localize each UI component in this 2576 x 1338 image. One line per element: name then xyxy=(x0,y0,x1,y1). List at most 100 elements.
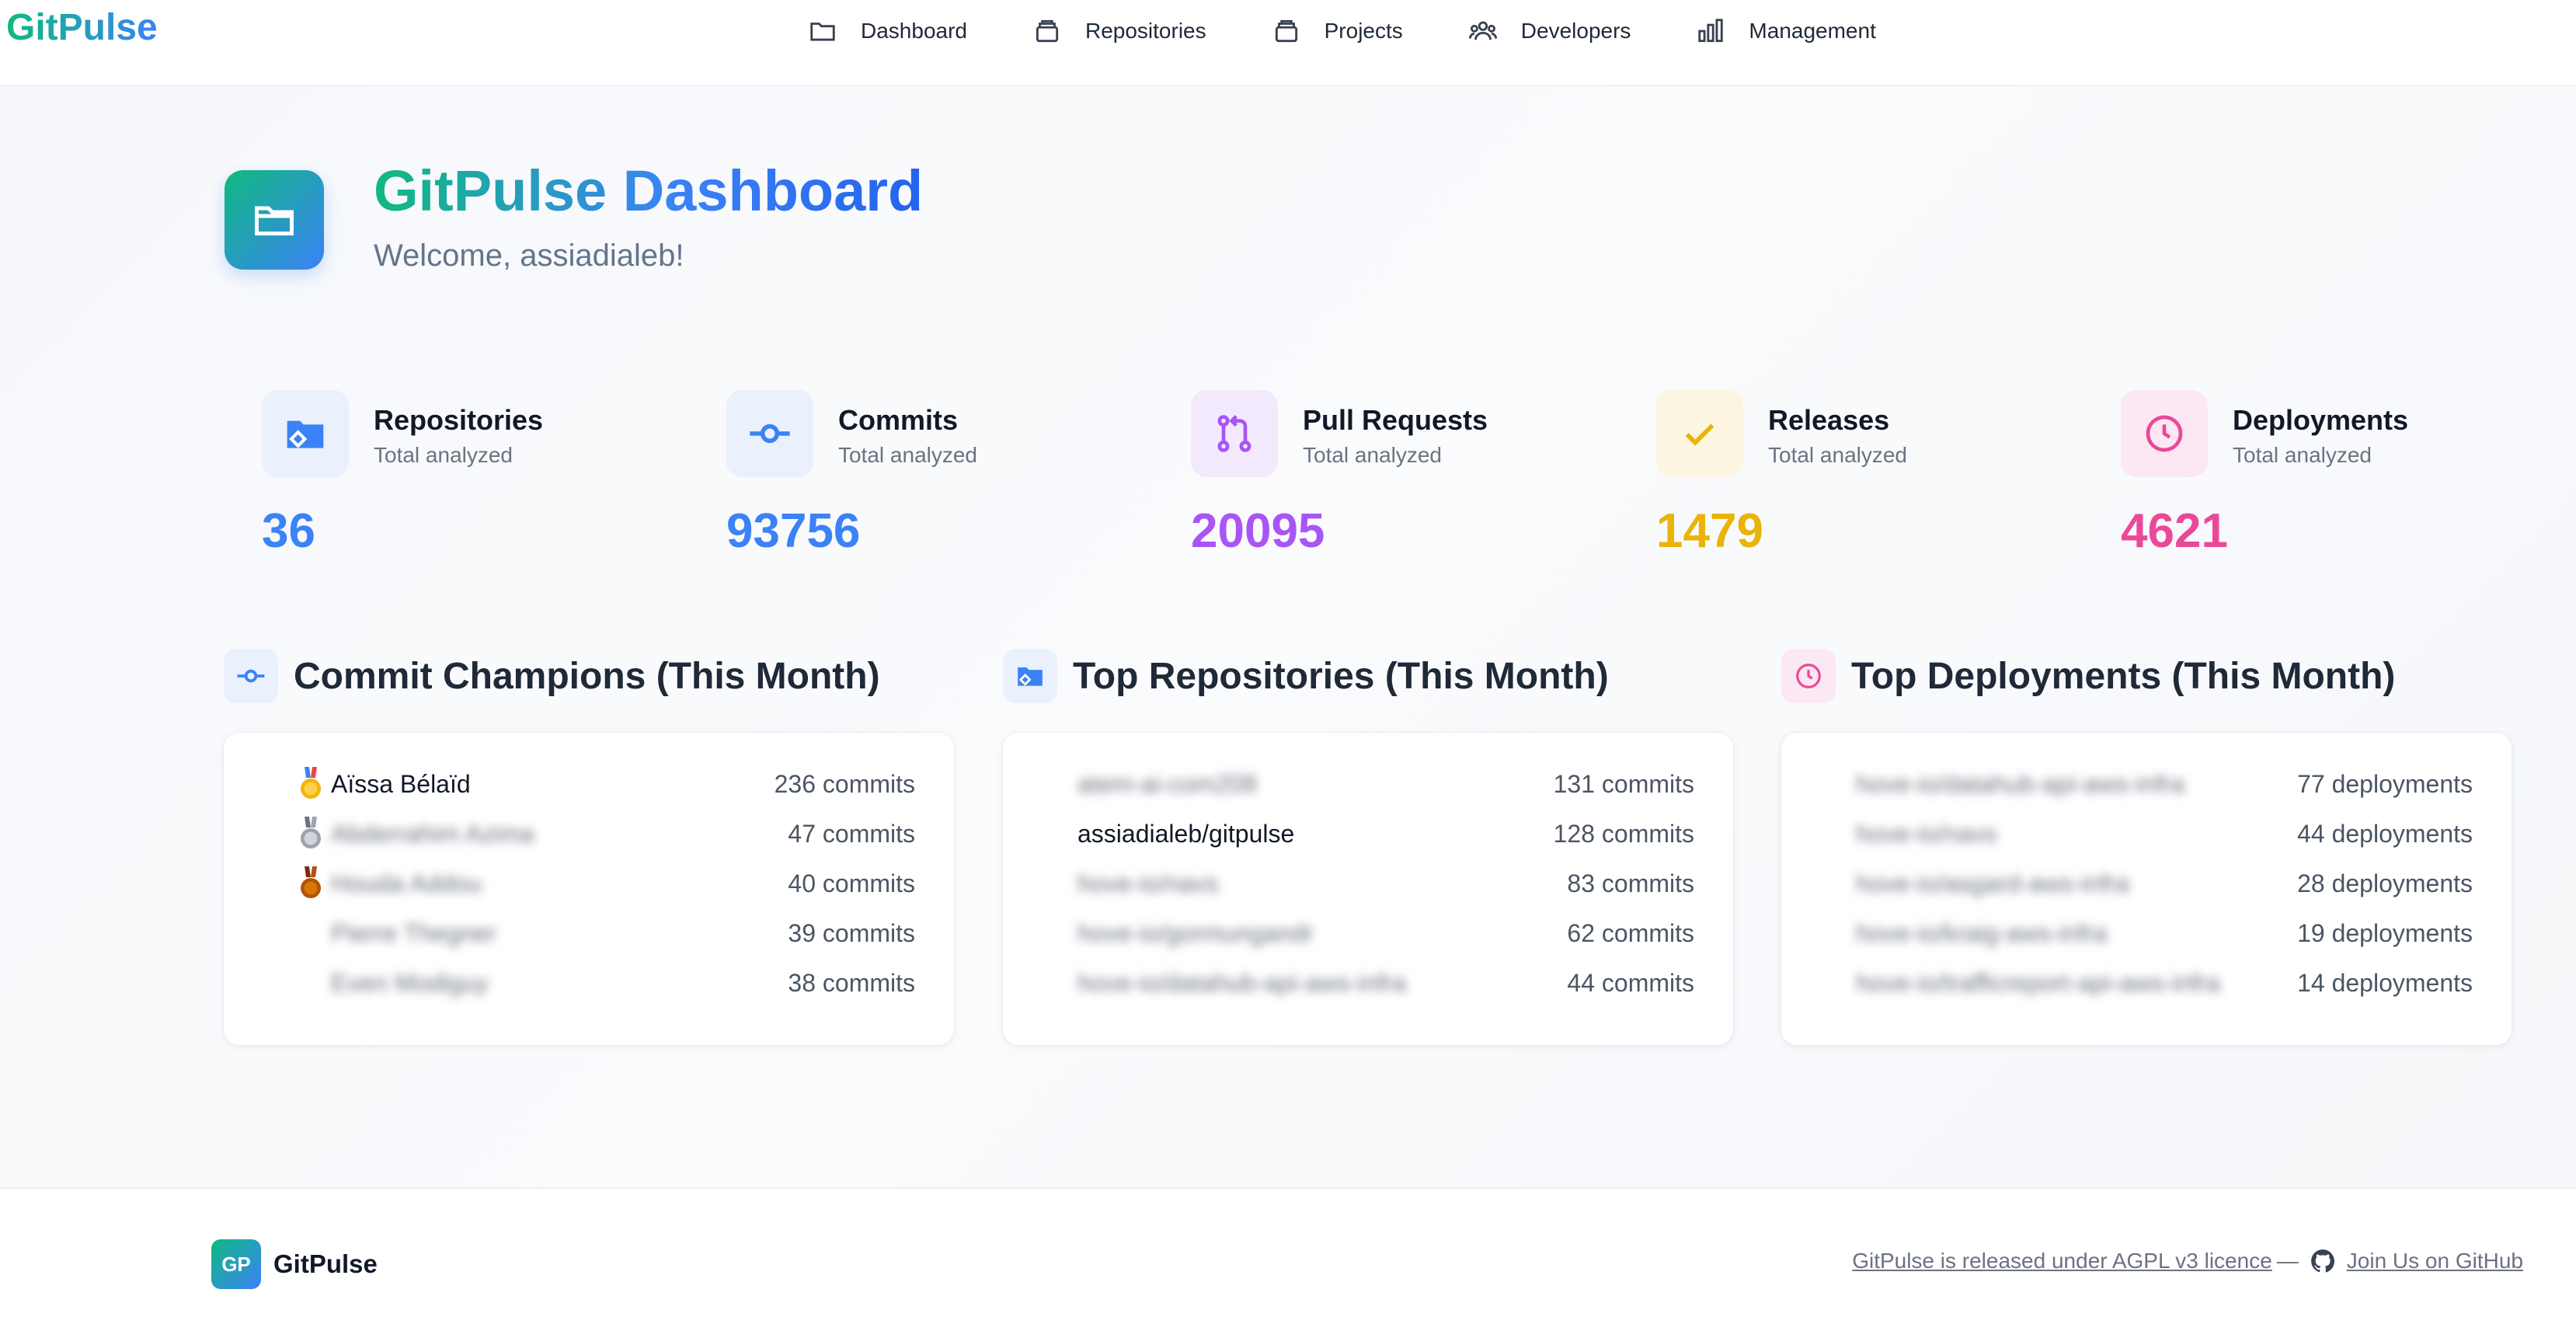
deployment-name: hove-io/asgard-aws-infra xyxy=(1856,869,2130,897)
repository-name: hove-io/gormungandr xyxy=(1077,918,1314,947)
list-item[interactable]: hove-io/trafficreport-api-aws-infra 14 d… xyxy=(1781,958,2512,1008)
stat-value: 1479 xyxy=(1656,504,1763,558)
nav-projects-label: Projects xyxy=(1324,19,1403,43)
stat-repositories: Repositories Total analyzed 36 xyxy=(262,390,697,577)
stat-label: Repositories xyxy=(374,404,544,436)
section-title: Commit Champions (This Month) xyxy=(294,655,880,697)
list-item[interactable]: hove-io/asgard-aws-infra 28 deployments xyxy=(1781,859,2512,908)
list-item[interactable]: hove-io/navs 44 deployments xyxy=(1781,809,2512,859)
check-icon xyxy=(1685,423,1714,446)
silver-medal-icon xyxy=(301,817,321,848)
deployment-count: 19 deployments xyxy=(2297,918,2473,947)
folder-icon xyxy=(255,206,294,235)
stat-deployments: Deployments Total analyzed 4621 xyxy=(2121,390,2556,577)
deployment-count: 44 deployments xyxy=(2297,819,2473,848)
commit-count: 39 commits xyxy=(788,918,915,947)
list-item[interactable]: hove-io/datahub-api-aws-infra 44 commits xyxy=(1003,958,1733,1008)
commit-count: 40 commits xyxy=(788,869,915,897)
stat-icon-bg xyxy=(1191,390,1278,477)
stat-commits: Commits Total analyzed 93756 xyxy=(726,390,1161,577)
nav-dashboard-label: Dashboard xyxy=(861,19,967,43)
nav-dashboard[interactable]: Dashboard xyxy=(808,16,967,46)
section-header: Commit Champions (This Month) xyxy=(224,647,880,705)
developer-name: Aïssa Bélaïd xyxy=(331,769,471,798)
list-item[interactable]: hove-io/kraig-aws-infra 19 deployments xyxy=(1781,908,2512,958)
stat-value: 36 xyxy=(262,504,315,558)
nav-projects[interactable]: Projects xyxy=(1272,16,1403,46)
nav-management-label: Management xyxy=(1749,19,1876,43)
list-item[interactable]: Even Modiguy 38 commits xyxy=(224,958,954,1008)
list-item[interactable]: hove-io/datahub-api-aws-infra 77 deploym… xyxy=(1781,759,2512,809)
section-header: Top Repositories (This Month) xyxy=(1003,647,1609,705)
repository-name: atem-ai-com208 xyxy=(1077,769,1258,798)
deployment-name: hove-io/trafficreport-api-aws-infra xyxy=(1856,968,2220,997)
stat-value: 93756 xyxy=(726,504,861,558)
welcome-text: Welcome, assiadialeb! xyxy=(374,239,684,273)
section-icon-bg xyxy=(1781,649,1836,703)
repositories-card: atem-ai-com208 131 commits assiadialeb/g… xyxy=(1003,733,1733,1045)
repository-name: assiadialeb/gitpulse xyxy=(1077,819,1295,848)
commit-count: 236 commits xyxy=(774,769,915,798)
stat-sub: Total analyzed xyxy=(2233,443,2372,467)
brand-logo[interactable]: GitPulse xyxy=(6,7,158,48)
stat-releases: Releases Total analyzed 1479 xyxy=(1656,390,2091,577)
deployment-count: 77 deployments xyxy=(2297,769,2473,798)
deployments-card: hove-io/datahub-api-aws-infra 77 deploym… xyxy=(1781,733,2512,1045)
stat-sub: Total analyzed xyxy=(838,443,978,467)
stat-icon-bg xyxy=(1656,390,1743,477)
commit-count: 62 commits xyxy=(1567,918,1694,947)
developer-name: Even Modiguy xyxy=(331,968,489,997)
list-item[interactable]: Houda Addou 40 commits xyxy=(224,859,954,908)
stat-sub: Total analyzed xyxy=(1303,443,1443,467)
repo-icon xyxy=(287,420,324,448)
github-icon xyxy=(2310,1249,2334,1273)
stat-label: Pull Requests xyxy=(1303,404,1488,436)
commit-icon xyxy=(750,423,790,444)
list-item[interactable]: hove-io/gormungandr 62 commits xyxy=(1003,908,1733,958)
repository-name: hove-io/datahub-api-aws-infra xyxy=(1077,968,1407,997)
nav-links: Dashboard Repositories Projects Develope… xyxy=(808,0,1876,62)
commit-count: 44 commits xyxy=(1567,968,1694,997)
stat-value: 20095 xyxy=(1191,504,1325,558)
stat-icon-bg xyxy=(2121,390,2208,477)
list-item[interactable]: hove-io/navs 83 commits xyxy=(1003,859,1733,908)
commit-count: 38 commits xyxy=(788,968,915,997)
stat-label: Releases xyxy=(1768,404,1890,436)
deployment-name: hove-io/datahub-api-aws-infra xyxy=(1856,769,2185,798)
stat-icon-bg xyxy=(726,390,813,477)
deployment-name: hove-io/kraig-aws-infra xyxy=(1856,918,2108,947)
list-item[interactable]: assiadialeb/gitpulse 128 commits xyxy=(1003,809,1733,859)
stat-label: Deployments xyxy=(2233,404,2409,436)
list-item[interactable]: Pierre Thegner 39 commits xyxy=(224,908,954,958)
nav-developers-label: Developers xyxy=(1520,19,1631,43)
nav-repositories[interactable]: Repositories xyxy=(1032,16,1206,46)
clock-icon xyxy=(1796,664,1821,688)
bar-chart-icon xyxy=(1698,19,1724,43)
footer-logo: GP xyxy=(211,1239,261,1289)
stat-value: 4621 xyxy=(2121,504,2228,558)
champions-card: Aïssa Bélaïd 236 commits Abderrahim Azim… xyxy=(224,733,954,1045)
nav-repositories-label: Repositories xyxy=(1084,19,1206,43)
section-icon-bg xyxy=(1003,649,1057,703)
main-content: GitPulse Dashboard Welcome, assiadialeb!… xyxy=(0,86,2576,1187)
bronze-medal-icon xyxy=(301,866,321,898)
deployment-count: 28 deployments xyxy=(2297,869,2473,897)
footer-separator: — xyxy=(2276,1249,2299,1273)
gold-medal-icon xyxy=(301,767,321,799)
list-item[interactable]: Aïssa Bélaïd 236 commits xyxy=(224,759,954,809)
stat-label: Commits xyxy=(838,404,959,436)
users-icon xyxy=(1468,21,1497,40)
licence-link[interactable]: GitPulse is released under AGPL v3 licen… xyxy=(1852,1249,2272,1273)
deployment-name: hove-io/navs xyxy=(1856,819,1997,848)
nav-developers[interactable]: Developers xyxy=(1468,16,1631,46)
repo-icon xyxy=(1018,667,1043,686)
list-item[interactable]: atem-ai-com208 131 commits xyxy=(1003,759,1733,809)
stat-sub: Total analyzed xyxy=(374,443,513,467)
github-link[interactable]: Join Us on GitHub xyxy=(2346,1249,2523,1273)
commit-count: 128 commits xyxy=(1553,819,1694,848)
commit-count: 47 commits xyxy=(788,819,915,848)
nav-management[interactable]: Management xyxy=(1696,16,1876,46)
list-item[interactable]: Abderrahim Azima 47 commits xyxy=(224,809,954,859)
developer-name: Abderrahim Azima xyxy=(331,819,534,848)
page-title: GitPulse Dashboard xyxy=(374,159,924,223)
